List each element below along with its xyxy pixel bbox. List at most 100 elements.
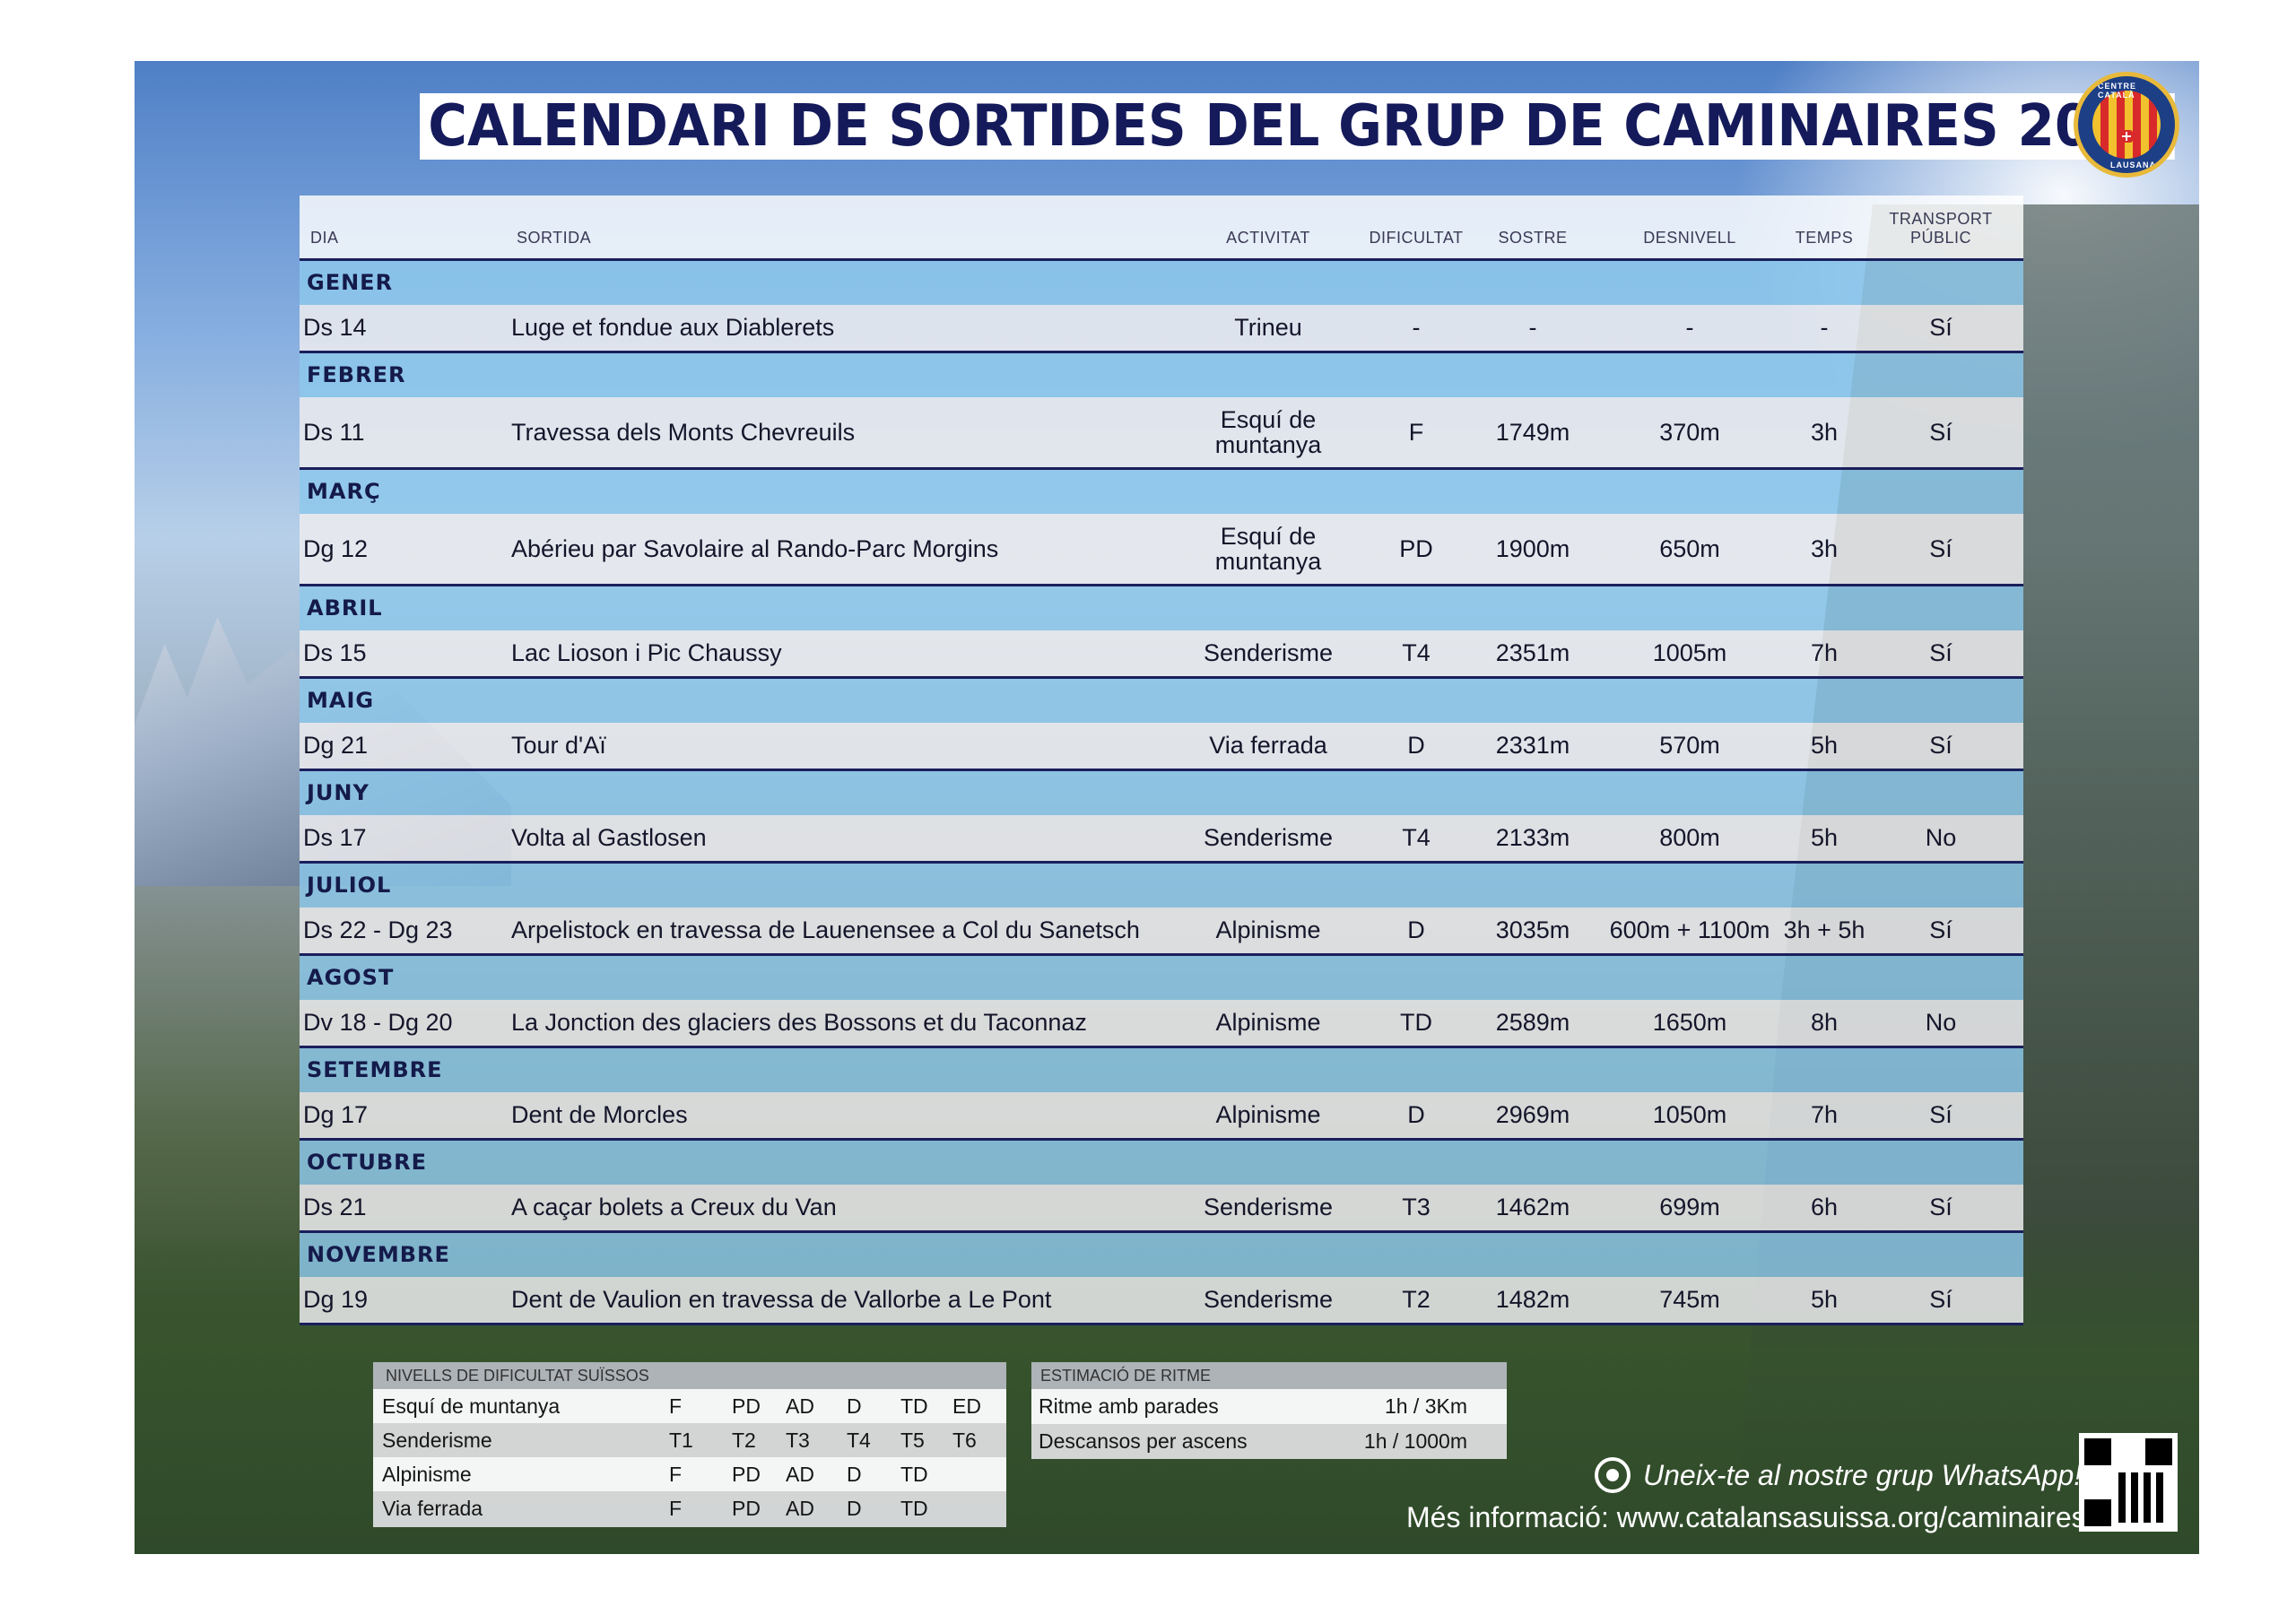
cell-dificultat: TD [1353, 1000, 1479, 1046]
cell-text: Volta al Gastlosen [511, 824, 707, 851]
legend-level: T6 [952, 1429, 977, 1452]
legend-activity: Esquí de muntanya [382, 1394, 561, 1418]
cell-text: 7h [1810, 1101, 1839, 1128]
cell-dia: Dg 17 [303, 1092, 509, 1138]
rhythm-label: Ritme amb parades [1039, 1394, 1219, 1418]
cell-text: 370m [1659, 418, 1720, 446]
cell-text: - [1685, 314, 1694, 341]
cell-desnivell: 1005m [1609, 630, 1770, 676]
cell-text: PD [1399, 534, 1433, 562]
cell-temps: 5h [1770, 723, 1878, 769]
cell-text: No [1925, 824, 1957, 851]
cell-activitat: Alpinisme [1196, 1092, 1340, 1138]
month-header: FEBRER [300, 353, 2023, 397]
more-info-link[interactable]: Més informació: www.catalansasuissa.org/… [1406, 1501, 2086, 1533]
cell-sortida: Luge et fondue aux Diablerets [511, 305, 1202, 351]
cell-dia: Dg 12 [303, 514, 509, 584]
legend-row: Esquí de muntanya F PD AD D TD ED [373, 1389, 1006, 1423]
month-header: SETEMBRE [300, 1048, 2023, 1092]
activity-two-line: Esquí de muntanya [1215, 524, 1322, 574]
legend-level: F [669, 1497, 683, 1520]
cell-sostre: 1482m [1470, 1277, 1596, 1323]
cell-text: La Jonction des glaciers des Bossons et … [511, 1009, 1087, 1036]
cell-text: A caçar bolets a Creux du Van [511, 1194, 837, 1220]
cell-text: 1900m [1495, 534, 1570, 562]
cell-dia: Ds 15 [303, 630, 509, 676]
activity-line2: muntanya [1214, 431, 1322, 458]
legend-level: TD [900, 1394, 928, 1418]
cell-text: T4 [1402, 639, 1431, 666]
month-header: MARÇ [300, 470, 2023, 514]
cell-text: 1462m [1495, 1194, 1570, 1220]
cell-text: 2589m [1495, 1009, 1570, 1036]
cell-dificultat: T4 [1353, 630, 1479, 676]
cell-text: T3 [1402, 1194, 1431, 1220]
cell-transport: Sí [1883, 1092, 1999, 1138]
legend-level: F [669, 1394, 683, 1418]
cell-text: D [1407, 1101, 1425, 1128]
cell-dia: Dg 21 [303, 723, 509, 769]
legend-level: T4 [847, 1429, 871, 1452]
cell-text: Dg 19 [303, 1286, 369, 1313]
cell-text: Travessa dels Monts Chevreuils [511, 418, 856, 446]
activity-line1: Esquí de [1220, 406, 1317, 433]
legend-level: TD [900, 1497, 928, 1520]
cell-activitat: Esquí de muntanya [1196, 397, 1340, 467]
cell-text: Sí [1929, 1101, 1952, 1128]
cell-transport: Sí [1883, 908, 1999, 953]
cell-text: Senderisme [1203, 1194, 1334, 1220]
cell-temps: 6h [1770, 1185, 1878, 1230]
cell-dia: Ds 14 [303, 305, 509, 351]
qr-code-icon[interactable] [2079, 1433, 2178, 1532]
cell-desnivell: 800m [1609, 815, 1770, 861]
cell-activitat: Senderisme [1196, 1185, 1340, 1230]
cell-text: Alpinisme [1215, 1009, 1321, 1036]
col-sostre: SOSTRE [1498, 229, 1568, 247]
col-transport-line1: TRANSPORT [1889, 210, 1993, 228]
logo-top-text: CENTRE CATALÀ [2098, 82, 2137, 100]
legend-level: D [847, 1394, 862, 1418]
cell-dificultat: D [1353, 723, 1479, 769]
cell-sostre: 1462m [1470, 1185, 1596, 1230]
cell-temps: 3h + 5h [1770, 908, 1878, 953]
cell-text: 5h [1810, 1286, 1839, 1313]
col-sortida: SORTIDA [517, 229, 592, 247]
cell-dia: Ds 21 [303, 1185, 509, 1230]
table-row: Ds 15 Lac Lioson i Pic Chaussy Senderisme T… [300, 630, 2023, 679]
cell-text: 1482m [1495, 1286, 1570, 1313]
cell-sostre: 1749m [1470, 397, 1596, 467]
cell-text: Senderisme [1203, 1286, 1334, 1313]
cell-text: 2133m [1495, 824, 1570, 851]
legend-level: TD [900, 1463, 928, 1486]
cell-sortida: Dent de Morcles [511, 1092, 1202, 1138]
cell-text: TD [1400, 1009, 1432, 1036]
cell-desnivell: 600m + 1100m [1609, 908, 1770, 953]
cell-text: Trineu [1234, 314, 1302, 341]
col-temps: TEMPS [1795, 229, 1854, 247]
cell-text: 5h [1810, 732, 1839, 759]
cell-activitat: Esquí de muntanya [1196, 514, 1340, 584]
col-dificultat: DIFICULTAT [1369, 229, 1464, 247]
cell-text: Dg 17 [303, 1101, 369, 1128]
legend-row: Alpinisme F PD AD D TD [373, 1457, 1006, 1491]
page-title: CALENDARI DE SORTIDES DEL GRUP DE CAMINA… [420, 93, 2175, 160]
cell-dificultat: - [1353, 305, 1479, 351]
difficulty-legend: NIVELLS DE DIFICULTAT SUÏSSOS Esquí de m… [373, 1362, 1006, 1527]
legend-level: D [847, 1497, 862, 1520]
whatsapp-link[interactable]: Uneix-te al nostre grup WhatsApp! [1595, 1453, 2082, 1498]
legend-level: ED [952, 1394, 981, 1418]
legend-row: Senderisme T1 T2 T3 T4 T5 T6 [373, 1423, 1006, 1457]
legend-activity: Via ferrada [382, 1497, 483, 1520]
cell-text: Senderisme [1203, 639, 1334, 666]
cell-text: 1050m [1652, 1101, 1727, 1128]
cell-text: 650m [1659, 534, 1720, 562]
cell-dificultat: PD [1353, 514, 1479, 584]
cell-text: Dg 21 [303, 732, 369, 759]
legend-level: AD [786, 1463, 814, 1486]
table-row: Ds 11 Travessa dels Monts Chevreuils Esquí… [300, 397, 2023, 470]
cell-sortida: Dent de Vaulion en travessa de Vallorbe … [511, 1277, 1202, 1323]
cell-transport: Sí [1883, 305, 1999, 351]
month-header: JUNY [300, 771, 2023, 815]
table-row: Dg 21 Tour d'Aï Via ferrada D 2331m 570m 5h Sí [300, 723, 2023, 771]
cell-text: 570m [1659, 732, 1720, 759]
